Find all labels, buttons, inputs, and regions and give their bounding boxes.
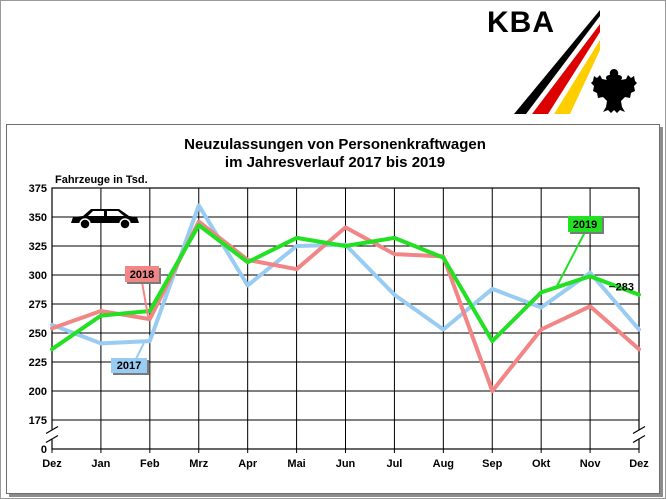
- series-label-box-2019: [568, 216, 602, 232]
- x-tick-label: Dez: [629, 458, 649, 470]
- x-tick-label: Jun: [336, 458, 356, 470]
- grid-layer: 0 175 200 225 250 275 300 325 350 375 Dez Jan Feb Mrz…: [29, 183, 650, 470]
- series-label-2017: 2017: [117, 360, 141, 372]
- x-tick-label: Apr: [238, 458, 258, 470]
- label-layer: 2017 2018 2019 283: [111, 216, 634, 375]
- y-tick-label: 350: [29, 212, 47, 224]
- y-tick-label: 375: [29, 183, 47, 195]
- series-leader-2019: [554, 231, 586, 290]
- axis-break-mark: [45, 425, 59, 435]
- y-axis-label: Fahrzeuge in Tsd.: [55, 174, 148, 186]
- german-flag-stripes-logo: [514, 10, 600, 114]
- plot-border: [51, 187, 640, 450]
- end-value-label: 283: [616, 282, 634, 294]
- series-label-2018: 2018: [130, 269, 154, 281]
- chart-panel: Neuzulassungen von Personenkraftwagen im…: [6, 124, 660, 494]
- y-tick-label: 0: [41, 444, 47, 456]
- flag-stripe-black: [514, 10, 600, 114]
- y-tick-label: 325: [29, 241, 47, 253]
- x-tick-label: Feb: [140, 458, 160, 470]
- y-tick-label: 175: [29, 415, 47, 427]
- series-layer: [50, 203, 641, 393]
- x-tick-label: Aug: [433, 458, 454, 470]
- series-label-box-2018: [125, 266, 159, 282]
- x-tick-label: Jul: [386, 458, 402, 470]
- axis-break-mark: [45, 434, 59, 444]
- chart-title-line-2: im Jahresverlauf 2017 bis 2019: [225, 154, 445, 171]
- y-tick-label: 300: [29, 270, 47, 282]
- series-line-2019: [50, 223, 641, 352]
- y-tick-label: 250: [29, 328, 47, 340]
- x-tick-label: Mai: [287, 458, 305, 470]
- axis-break-mark: [632, 434, 646, 444]
- flag-stripe-red: [532, 24, 600, 114]
- flag-stripe-gold: [554, 40, 600, 114]
- series-label-2019: 2019: [573, 219, 597, 231]
- x-tick-label: Jan: [91, 458, 110, 470]
- car-icon: [71, 209, 139, 230]
- axis-break-mark: [632, 425, 646, 435]
- x-tick-label: Nov: [580, 458, 602, 470]
- x-tick-label: Dez: [42, 458, 62, 470]
- series-leader-2018: [141, 281, 150, 322]
- chart-title-line-1: Neuzulassungen von Personenkraftwagen: [184, 136, 486, 153]
- axis-break-gap: [46, 429, 58, 440]
- series-line-2018: [50, 219, 641, 393]
- axis-break-gap: [633, 429, 645, 440]
- x-tick-label: Mrz: [189, 458, 208, 470]
- x-tick-label: Sep: [482, 458, 502, 470]
- x-tick-label: Okt: [532, 458, 551, 470]
- series-label-box-2017: [111, 358, 147, 373]
- line-chart: Neuzulassungen von Personenkraftwagen im…: [29, 136, 650, 470]
- y-tick-label: 225: [29, 357, 47, 369]
- federal-eagle-icon: [591, 69, 637, 113]
- kba-logo-text: KBA: [487, 6, 555, 39]
- y-tick-label: 275: [29, 299, 47, 311]
- y-tick-label: 200: [29, 386, 47, 398]
